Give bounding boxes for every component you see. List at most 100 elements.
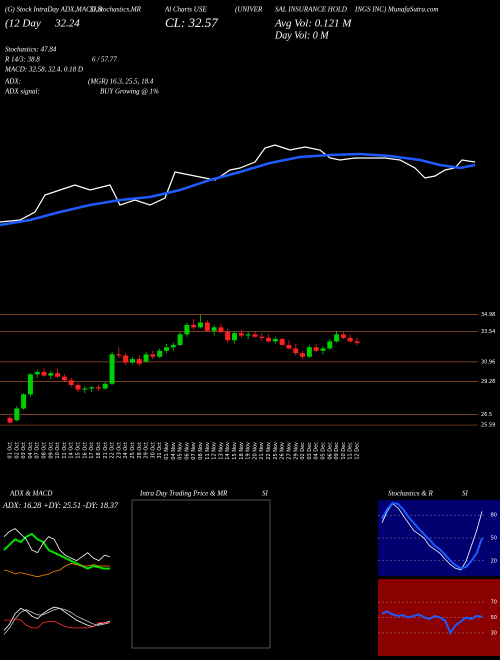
x-tick-label: 07 Nov xyxy=(191,442,197,460)
candle-body xyxy=(354,341,360,343)
panel-title: Stochastics & R xyxy=(388,490,433,498)
y-tick-label: 25.59 xyxy=(481,423,495,429)
x-tick-label: 02 Oct xyxy=(14,442,20,459)
y-tick-label: 70 xyxy=(491,600,497,606)
candle-body xyxy=(218,327,224,332)
candle-body xyxy=(272,339,278,342)
y-tick-label: 30.96 xyxy=(481,359,495,365)
header-text: (12 Day xyxy=(5,18,41,30)
candle-body xyxy=(136,359,142,364)
x-tick-label: 09 Oct xyxy=(48,442,54,459)
header-text: (UNIVER xyxy=(235,6,263,14)
x-tick-label: 04 Nov xyxy=(171,442,177,460)
header-text: SI,Stochastics,MR xyxy=(90,6,142,14)
x-tick-label: 15 Oct xyxy=(76,442,82,459)
header-text: CL: 32.57 xyxy=(165,15,218,30)
x-tick-label: 03 Dec xyxy=(307,442,313,460)
y-tick-label: 34.98 xyxy=(481,312,495,318)
x-tick-label: 05 Dec xyxy=(320,442,326,460)
x-tick-label: 10 Dec xyxy=(341,442,347,460)
y-tick-label: 30 xyxy=(491,630,497,636)
header-text: ADX: xyxy=(4,78,21,86)
x-tick-label: 02 Dec xyxy=(300,442,306,460)
candle-body xyxy=(232,333,238,341)
y-tick-label: 29.28 xyxy=(481,379,495,385)
candle-body xyxy=(116,354,122,356)
y-tick-label: 26.5 xyxy=(481,412,492,418)
x-tick-label: 01 Oct xyxy=(8,442,14,459)
x-tick-label: 13 Nov xyxy=(218,442,224,460)
x-tick-label: 25 Nov xyxy=(273,442,279,460)
panel-title: SI xyxy=(462,490,469,498)
candle-body xyxy=(259,336,265,338)
x-tick-label: 08 Oct xyxy=(42,442,48,459)
x-tick-label: 22 Oct xyxy=(110,442,116,459)
candle-body xyxy=(89,387,95,389)
x-tick-label: 01 Nov xyxy=(164,442,170,460)
candle-body xyxy=(334,334,340,342)
candle-body xyxy=(245,334,251,336)
header-text: MACD: 32.58, 32.4, 0.18 D xyxy=(4,66,83,74)
candle-body xyxy=(68,380,74,385)
line-series xyxy=(3,606,111,631)
candle-body xyxy=(211,327,217,331)
candle-body xyxy=(129,359,135,363)
x-tick-label: 16 Oct xyxy=(82,442,88,459)
x-tick-label: 18 Oct xyxy=(96,442,102,459)
x-tick-label: 07 Oct xyxy=(35,442,41,459)
candle-body xyxy=(157,350,163,357)
line-series xyxy=(3,528,111,562)
candle-body xyxy=(7,417,13,423)
candle-body xyxy=(225,332,231,341)
line-series xyxy=(3,562,110,578)
candle-body xyxy=(163,347,169,351)
line-series xyxy=(0,152,476,227)
x-tick-label: 21 Oct xyxy=(103,442,109,459)
panel-title: ADX & MACD xyxy=(9,490,52,498)
header-text: ADX signal: xyxy=(4,88,40,96)
header-text: Day Vol: 0 M xyxy=(274,30,329,41)
x-tick-label: 23 Oct xyxy=(116,442,122,459)
candle-body xyxy=(191,324,197,328)
x-tick-label: 27 Nov xyxy=(286,442,292,460)
candle-body xyxy=(170,344,176,348)
candle-body xyxy=(48,373,54,376)
candle-body xyxy=(293,348,299,354)
candle-body xyxy=(279,339,285,345)
candle-body xyxy=(320,348,326,351)
header-text: SAL INSURANCE HOLD xyxy=(275,6,347,14)
candle-body xyxy=(340,334,346,338)
x-tick-label: 08 Nov xyxy=(198,442,204,460)
panel-title: SI xyxy=(262,490,269,498)
x-tick-label: 04 Oct xyxy=(28,442,34,459)
header-text: Stochastics: 47.84 xyxy=(5,46,57,54)
candle-body xyxy=(143,354,149,362)
x-tick-label: 12 Nov xyxy=(212,442,218,460)
header-text: R 14/3: 38.8 xyxy=(4,56,40,64)
x-tick-label: 06 Dec xyxy=(327,442,333,460)
x-tick-label: 28 Oct xyxy=(137,442,143,459)
y-tick-label: 50 xyxy=(491,536,497,542)
line-series xyxy=(3,532,110,570)
header-text: INGS INC) MunafaSutra.com xyxy=(354,6,438,14)
x-tick-label: 12 Dec xyxy=(355,442,361,460)
header-text: Al Charts USE xyxy=(164,6,207,14)
candle-body xyxy=(266,337,272,342)
candle-body xyxy=(123,355,129,363)
x-tick-label: 06 Nov xyxy=(184,442,190,460)
y-tick-label: 50 xyxy=(491,615,497,621)
x-tick-label: 10 Oct xyxy=(55,442,61,459)
candle-body xyxy=(14,408,20,421)
candle-body xyxy=(184,324,190,335)
line-series xyxy=(0,144,476,223)
y-tick-label: 33.54 xyxy=(481,329,495,335)
x-tick-label: 11 Oct xyxy=(62,442,68,459)
x-tick-label: 29 Nov xyxy=(293,442,299,460)
intraday-box xyxy=(131,499,271,649)
header-text: 32.24 xyxy=(54,18,80,30)
x-tick-label: 20 Nov xyxy=(252,442,258,460)
x-tick-label: 03 Oct xyxy=(21,442,27,459)
candle-body xyxy=(347,337,353,342)
